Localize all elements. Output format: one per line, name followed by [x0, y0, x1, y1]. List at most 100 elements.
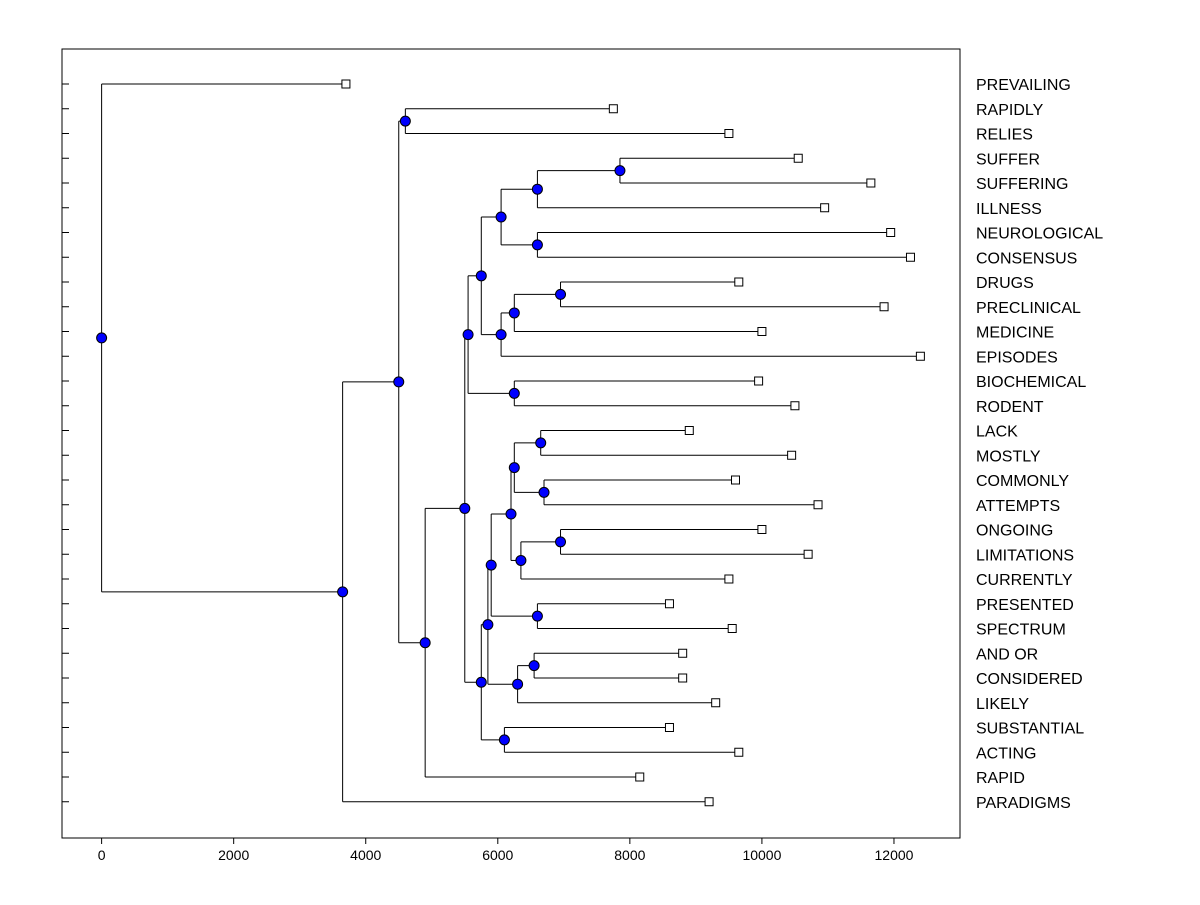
- leaf-label: CURRENTLY: [976, 572, 1073, 589]
- merge-node: [96, 332, 108, 344]
- leaf-label: CONSIDERED: [976, 671, 1083, 688]
- merge-node: [475, 270, 487, 282]
- merge-node: [515, 554, 527, 566]
- leaf-marker: [754, 376, 764, 386]
- leaf-marker: [678, 648, 688, 658]
- leaf-label: SPECTRUM: [976, 622, 1066, 639]
- merge-node: [531, 610, 543, 622]
- leaf-label: LIKELY: [976, 696, 1029, 713]
- leaf-marker: [813, 500, 823, 510]
- leaf-marker: [787, 450, 797, 460]
- leaf-label: ILLNESS: [976, 201, 1042, 218]
- leaf-label: DRUGS: [976, 275, 1034, 292]
- leaf-marker: [734, 747, 744, 757]
- merge-node: [399, 115, 411, 127]
- leaf-marker: [866, 178, 876, 188]
- leaf-label: NEUROLOGICAL: [976, 226, 1103, 243]
- leaf-marker: [734, 277, 744, 287]
- leaf-marker: [793, 153, 803, 163]
- leaf-marker: [684, 426, 694, 435]
- leaf-marker: [664, 599, 674, 609]
- leaf-label: PRECLINICAL: [976, 300, 1081, 317]
- x-tick-label: 12000: [875, 847, 914, 863]
- merge-node: [531, 239, 543, 251]
- leaf-label: SUFFERING: [976, 176, 1068, 193]
- leaf-label: MOSTLY: [976, 448, 1041, 465]
- merge-node-markers: [96, 115, 626, 746]
- leaf-label: SUFFER: [976, 151, 1040, 168]
- leaf-label: SUBSTANTIAL: [976, 721, 1084, 738]
- merge-node: [485, 559, 497, 571]
- merge-node: [535, 437, 547, 449]
- merge-node: [482, 619, 494, 631]
- merge-node: [508, 387, 520, 399]
- leaf-label: ATTEMPTS: [976, 498, 1060, 515]
- merge-node: [462, 329, 474, 341]
- leaf-label: ONGOING: [976, 523, 1053, 540]
- leaf-label: CONSENSUS: [976, 250, 1077, 267]
- merge-node: [512, 678, 524, 690]
- leaf-label: MEDICINE: [976, 325, 1054, 342]
- merge-node: [475, 676, 487, 688]
- leaf-marker: [886, 228, 896, 237]
- leaf-label: RODENT: [976, 399, 1044, 416]
- merge-node: [393, 376, 405, 388]
- leaf-label: AND OR: [976, 646, 1038, 663]
- leaf-marker: [678, 673, 688, 683]
- plot-area-frame: [61, 48, 961, 839]
- leaf-label: RAPIDLY: [976, 102, 1044, 119]
- leaf-label: EPISODES: [976, 349, 1058, 366]
- leaf-marker: [757, 525, 767, 534]
- x-axis: 0 2000 4000 6000 8000 10000 12000: [98, 838, 914, 863]
- merge-node: [495, 329, 507, 341]
- merge-node: [555, 288, 567, 300]
- x-tick-label: 0: [98, 847, 106, 863]
- x-tick-label: 6000: [482, 847, 513, 863]
- leaf-label: RAPID: [976, 770, 1025, 787]
- merge-node: [528, 660, 540, 672]
- leaf-marker: [711, 698, 721, 708]
- leaf-label: PARADIGMS: [976, 795, 1071, 812]
- leaf-label: PREVAILING: [976, 77, 1071, 94]
- leaf-markers: [341, 79, 925, 807]
- merge-node: [337, 586, 349, 598]
- leaf-label: BIOCHEMICAL: [976, 374, 1086, 391]
- leaf-marker: [915, 351, 925, 361]
- leaf-label: LIMITATIONS: [976, 547, 1074, 564]
- leaf-marker: [724, 574, 734, 584]
- merge-node: [555, 536, 567, 548]
- merge-node: [614, 165, 626, 177]
- x-tick-label: 4000: [350, 847, 381, 863]
- merge-node: [531, 183, 543, 195]
- merge-node: [495, 211, 507, 223]
- x-tick-label: 10000: [742, 847, 781, 863]
- leaf-marker: [820, 203, 830, 213]
- dendrogram-edges: [101, 83, 921, 803]
- merge-node: [508, 307, 520, 319]
- merge-node: [459, 502, 471, 514]
- x-tick-label: 8000: [614, 847, 645, 863]
- leaf-marker: [727, 624, 737, 633]
- merge-node: [508, 462, 520, 474]
- merge-node: [505, 508, 517, 520]
- leaf-marker: [905, 252, 915, 262]
- leaf-label: RELIES: [976, 127, 1033, 144]
- leaf-labels: PREVAILING RAPIDLY RELIES SUFFER SUFFERING IL…: [976, 77, 1103, 812]
- leaf-marker: [635, 772, 645, 782]
- leaf-marker: [341, 79, 351, 89]
- leaf-label: ACTING: [976, 745, 1036, 762]
- merge-node: [498, 734, 510, 746]
- leaf-label: COMMONLY: [976, 473, 1069, 490]
- leaf-marker: [724, 129, 734, 138]
- leaf-marker: [803, 549, 813, 559]
- leaf-marker: [608, 104, 618, 114]
- leaf-label: LACK: [976, 424, 1018, 441]
- merge-node: [538, 486, 550, 498]
- y-tick-marks: [62, 83, 69, 803]
- leaf-marker: [879, 302, 889, 312]
- x-tick-label: 2000: [218, 847, 249, 863]
- merge-node: [419, 637, 431, 649]
- leaf-marker: [757, 327, 767, 336]
